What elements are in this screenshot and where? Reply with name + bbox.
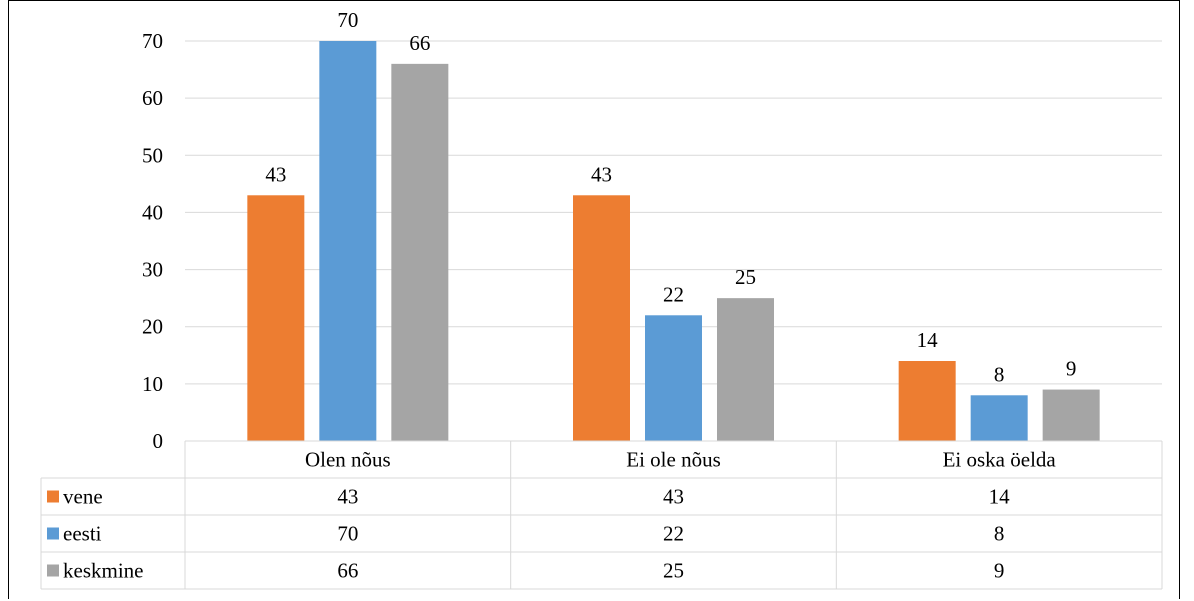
bar — [970, 395, 1028, 441]
bar — [645, 315, 702, 441]
legend-key — [47, 490, 59, 503]
y-tick-label: 50 — [142, 143, 163, 167]
data-label: 22 — [663, 282, 684, 306]
x-category-label: Olen nõus — [305, 448, 391, 472]
table-cell: 25 — [663, 559, 684, 583]
legend-key — [47, 527, 59, 540]
bar — [573, 195, 630, 441]
data-label: 43 — [591, 162, 612, 186]
bar — [1042, 389, 1100, 441]
data-table: Olen nõus Ei ole nõus Ei oska öelda vene 43 4… — [40, 440, 1163, 590]
table-cell: 43 — [663, 485, 684, 509]
data-label: 14 — [917, 328, 939, 352]
table-cell: 9 — [994, 559, 1005, 583]
chart-frame — [8, 0, 1180, 599]
data-label: 66 — [409, 31, 430, 55]
y-tick-label: 40 — [142, 200, 163, 224]
legend-label: keskmine — [63, 559, 143, 583]
table-cell: 43 — [337, 485, 358, 509]
y-tick-label: 10 — [142, 372, 163, 396]
bar — [319, 41, 377, 441]
data-label: 43 — [265, 162, 286, 186]
bars — [247, 41, 1100, 441]
data-label: 9 — [1066, 357, 1077, 381]
x-category-label: Ei oska öelda — [943, 448, 1057, 472]
data-label: 8 — [994, 362, 1005, 386]
bar — [247, 195, 305, 441]
bar — [391, 63, 449, 441]
table-cell: 14 — [989, 485, 1011, 509]
legend-label: vene — [63, 485, 103, 509]
data-label: 70 — [337, 8, 358, 32]
data-labels: 43 70 66 43 22 25 14 8 9 — [265, 8, 1076, 386]
y-tick-label: 70 — [142, 29, 163, 53]
bar — [717, 298, 774, 441]
legend-label: eesti — [63, 522, 102, 546]
y-tick-label: 60 — [142, 86, 163, 110]
y-axis-tick-labels: 0 10 20 30 40 50 60 70 — [142, 29, 163, 453]
y-tick-label: 0 — [153, 429, 164, 453]
data-label: 25 — [735, 265, 756, 289]
bar — [898, 361, 956, 441]
table-cell: 22 — [663, 522, 684, 546]
legend-key — [47, 564, 59, 577]
y-tick-label: 30 — [142, 258, 163, 282]
x-category-label: Ei ole nõus — [626, 448, 721, 472]
table-cell: 70 — [337, 522, 358, 546]
table-cell: 8 — [994, 522, 1005, 546]
table-cell: 66 — [337, 559, 358, 583]
y-tick-label: 20 — [142, 315, 163, 339]
